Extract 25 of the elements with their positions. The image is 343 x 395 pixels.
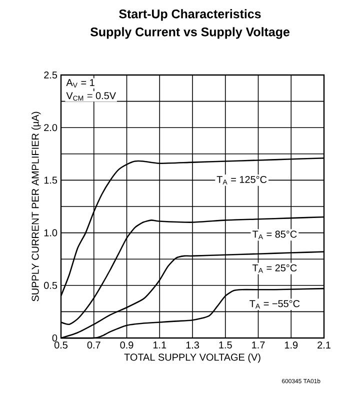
x-tick-label: 0.9 [120, 342, 134, 349]
chart-title: Start-Up Characteristics [119, 9, 261, 21]
annotation: V$_{CM}$ = 0.5V [66, 92, 116, 101]
y-tick-label: 0 [52, 334, 58, 342]
chart-subtitle: Supply Current vs Supply Voltage [90, 27, 290, 39]
annotation: A$_{V}$ = 1 [66, 79, 94, 88]
y-tick-label: 1.0 [44, 229, 58, 236]
y-tick-label: 1.5 [44, 176, 58, 184]
y-tick-label: 2.0 [44, 124, 58, 132]
x-axis-title: TOTAL SUPPLY VOLTAGE (V) [124, 353, 260, 363]
y-axis-title: SUPPLY CURRENT PER AMPLIFIER (µA) [31, 112, 41, 302]
x-tick-label: 1.5 [219, 342, 232, 348]
x-tick-label: 1.3 [186, 342, 199, 349]
x-tick-label: 1.9 [284, 342, 298, 349]
annotation: T$_{A}$ = −55°C [250, 300, 300, 309]
annotation: T$_{A}$ = 125°C [216, 176, 267, 184]
annotation: T$_{A}$ = 25°C [252, 264, 297, 273]
x-tick-label: 0.5 [54, 342, 68, 349]
x-tick-label: 1.1 [153, 342, 166, 348]
y-tick-label: 0.5 [44, 282, 58, 289]
x-tick-label: 0.7 [87, 342, 100, 349]
annotation: T$_{A}$ = 85°C [252, 230, 297, 240]
x-tick-label: 1.7 [252, 342, 265, 348]
x-tick-label: 2.1 [318, 342, 330, 348]
y-tick-label: 2.5 [44, 71, 58, 79]
